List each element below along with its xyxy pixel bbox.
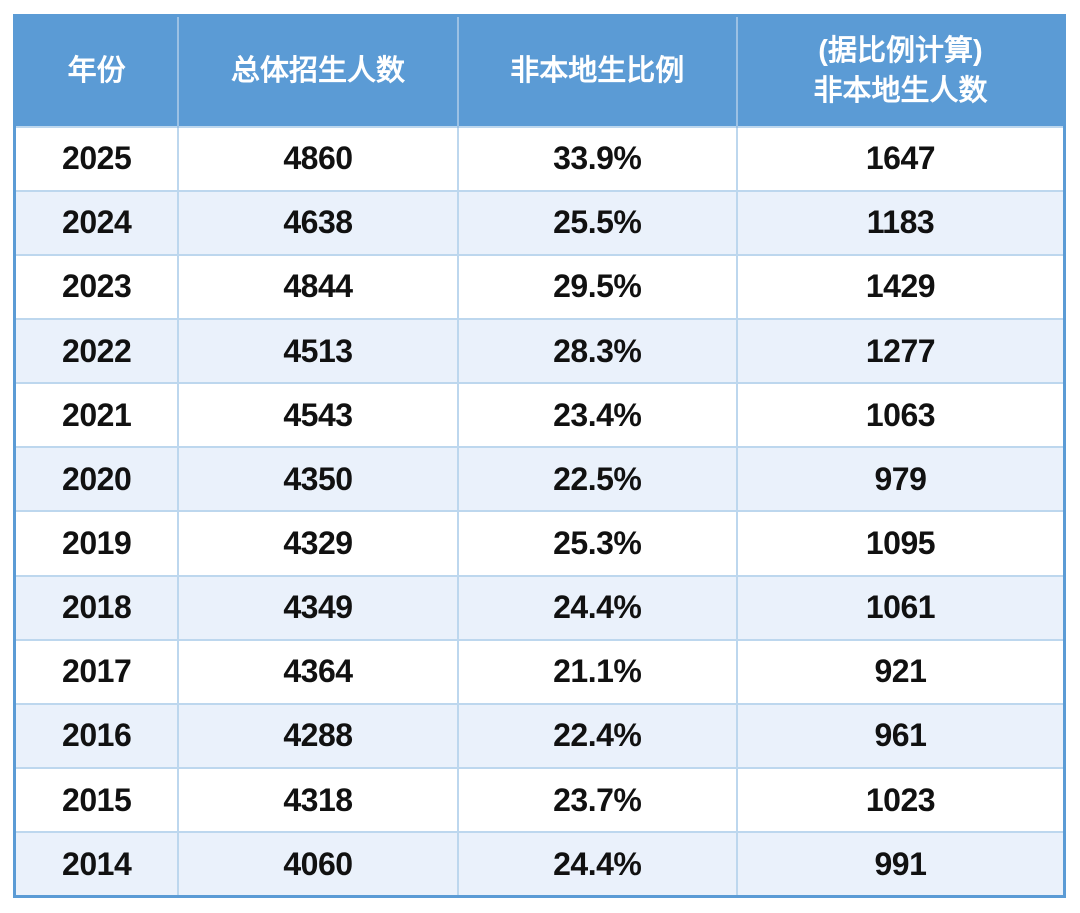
cell-nonlocal-count: 1023: [735, 767, 1066, 834]
cell-nonlocal-ratio: 23.4%: [456, 382, 738, 449]
header-nonlocal-ratio: 非本地生比例: [456, 15, 737, 127]
cell-nonlocal-count: 1429: [735, 253, 1066, 320]
table-row: 2014 4060 24.4% 991: [13, 831, 1066, 898]
header-nonlocal-count-calculated: (据比例计算) 非本地生人数: [735, 15, 1065, 127]
cell-nonlocal-count: 1063: [735, 382, 1066, 449]
table-row: 2021 4543 23.4% 1063: [13, 382, 1066, 449]
table-row: 2024 4638 25.5% 1183: [13, 189, 1066, 256]
cell-total-enrollment: 4844: [177, 253, 459, 320]
cell-nonlocal-count: 961: [735, 702, 1066, 770]
cell-year: 2017: [13, 638, 180, 705]
cell-total-enrollment: 4638: [177, 189, 459, 256]
header-total-enrollment: 总体招生人数: [177, 15, 458, 127]
cell-year: 2023: [13, 253, 180, 320]
cell-nonlocal-count: 979: [735, 446, 1066, 513]
cell-year: 2021: [13, 382, 180, 449]
table-row: 2019 4329 25.3% 1095: [13, 510, 1066, 577]
cell-nonlocal-count: 1095: [735, 510, 1066, 577]
cell-nonlocal-ratio: 28.3%: [456, 317, 738, 385]
cell-year: 2016: [13, 702, 180, 770]
table-row: 2015 4318 23.7% 1023: [13, 767, 1066, 834]
cell-nonlocal-ratio: 23.7%: [456, 767, 738, 834]
cell-total-enrollment: 4318: [177, 767, 459, 834]
cell-total-enrollment: 4349: [177, 574, 459, 641]
cell-nonlocal-count: 1183: [735, 189, 1066, 256]
table-row: 2022 4513 28.3% 1277: [13, 317, 1066, 385]
enrollment-table: 年份 总体招生人数 非本地生比例 (据比例计算) 非本地生人数 2025 4860…: [13, 14, 1066, 898]
cell-nonlocal-ratio: 25.5%: [456, 189, 738, 256]
cell-nonlocal-ratio: 24.4%: [456, 574, 738, 641]
cell-year: 2018: [13, 574, 180, 641]
table-row: 2016 4288 22.4% 961: [13, 702, 1066, 770]
cell-total-enrollment: 4350: [177, 446, 459, 513]
cell-nonlocal-ratio: 22.4%: [456, 702, 738, 770]
cell-year: 2019: [13, 510, 180, 577]
cell-total-enrollment: 4364: [177, 638, 459, 705]
cell-nonlocal-ratio: 22.5%: [456, 446, 738, 513]
cell-nonlocal-ratio: 33.9%: [456, 125, 738, 192]
cell-nonlocal-ratio: 29.5%: [456, 253, 738, 320]
table-row: 2020 4350 22.5% 979: [13, 446, 1066, 513]
cell-total-enrollment: 4543: [177, 382, 459, 449]
cell-year: 2020: [13, 446, 180, 513]
cell-total-enrollment: 4513: [177, 317, 459, 385]
cell-year: 2015: [13, 767, 180, 834]
table-body: 2025 4860 33.9% 1647 2024 4638 25.5% 1183 2023 48…: [13, 125, 1066, 898]
cell-nonlocal-ratio: 25.3%: [456, 510, 738, 577]
cell-total-enrollment: 4329: [177, 510, 459, 577]
table-header-row: 年份 总体招生人数 非本地生比例 (据比例计算) 非本地生人数: [14, 15, 1065, 127]
cell-nonlocal-count: 991: [735, 831, 1066, 898]
cell-nonlocal-count: 921: [735, 638, 1066, 705]
cell-year: 2024: [13, 189, 180, 256]
cell-total-enrollment: 4860: [177, 125, 459, 192]
cell-nonlocal-ratio: 21.1%: [456, 638, 738, 705]
table-row: 2017 4364 21.1% 921: [13, 638, 1066, 705]
cell-total-enrollment: 4288: [177, 702, 459, 770]
cell-nonlocal-count: 1277: [735, 317, 1066, 385]
table-row: 2023 4844 29.5% 1429: [13, 253, 1066, 320]
cell-year: 2025: [13, 125, 180, 192]
table-row: 2018 4349 24.4% 1061: [13, 574, 1066, 641]
cell-nonlocal-ratio: 24.4%: [456, 831, 738, 898]
cell-nonlocal-count: 1647: [735, 125, 1066, 192]
cell-year: 2022: [13, 317, 180, 385]
cell-year: 2014: [13, 831, 180, 898]
header-year: 年份: [14, 15, 179, 127]
cell-nonlocal-count: 1061: [735, 574, 1066, 641]
cell-total-enrollment: 4060: [177, 831, 459, 898]
table-row: 2025 4860 33.9% 1647: [13, 125, 1066, 192]
